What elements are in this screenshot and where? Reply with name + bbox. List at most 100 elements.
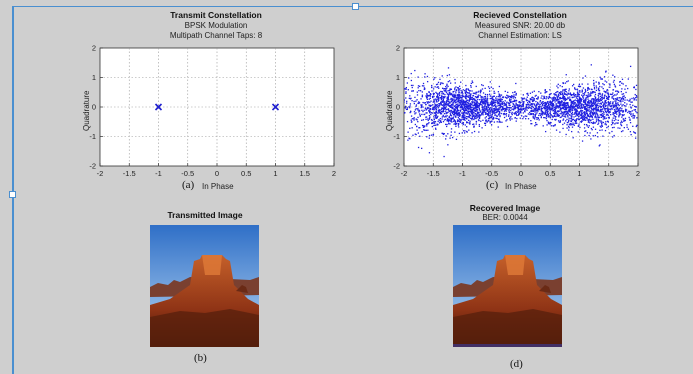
rx-scatter-point: [468, 114, 470, 116]
rx-scatter-point: [457, 97, 459, 100]
rx-scatter-point: [599, 85, 601, 88]
rx-scatter-point: [480, 97, 482, 99]
rx-scatter-point: [612, 102, 614, 104]
rx-scatter-point: [615, 116, 617, 118]
rx-scatter-point: [445, 118, 447, 121]
rx-scatter-point: [480, 114, 482, 116]
rx-scatter-point: [604, 109, 606, 111]
rx-scatter-point: [599, 129, 601, 131]
rx-scatter-point: [425, 118, 427, 121]
rx-scatter-point: [602, 106, 605, 108]
rx-scatter-point: [580, 116, 583, 119]
rx-scatter-point: [436, 86, 438, 89]
rx-scatter-point: [471, 116, 474, 118]
resize-handle-left[interactable]: [9, 191, 16, 198]
rx-scatter-point: [474, 116, 476, 118]
transmitted-image: [150, 225, 259, 347]
rx-scatter-point: [400, 122, 401, 123]
rx-scatter-point: [514, 91, 516, 93]
rx-scatter-point: [627, 78, 629, 80]
rx-scatter-point: [595, 81, 597, 83]
rx-scatter-point: [632, 97, 635, 99]
rx-scatter-point: [620, 122, 622, 124]
rx-scatter-point: [496, 98, 498, 100]
rx-scatter-point: [565, 107, 568, 109]
rx-scatter-point: [579, 107, 581, 109]
rx-scatter-point: [458, 118, 460, 120]
rx-scatter-point: [535, 110, 537, 112]
rx-scatter-point: [507, 96, 509, 98]
rx-scatter-point: [545, 98, 547, 100]
rx-scatter-point: [491, 106, 493, 108]
rx-scatter-point: [557, 100, 559, 102]
rx-scatter-point: [486, 100, 489, 102]
rx-scatter-point: [588, 108, 590, 110]
rx-scatter-point: [431, 95, 434, 98]
rx-scatter-point: [543, 97, 546, 99]
rx-scatter-point: [471, 110, 473, 113]
rx-scatter-point: [557, 101, 559, 104]
rx-scatter-point: [589, 100, 592, 102]
rx-scatter-point: [585, 117, 587, 119]
rx-scatter-point: [642, 76, 643, 77]
rx-scatter-point: [442, 115, 444, 117]
rx-scatter-point: [455, 111, 457, 113]
rx-scatter-point: [567, 114, 569, 117]
rx-scatter-point: [475, 102, 478, 105]
rx-scatter-point: [571, 106, 574, 108]
rx-scatter-point: [525, 107, 527, 109]
rx-scatter-point: [533, 90, 535, 92]
rx-scatter-point: [499, 115, 501, 117]
rx-scatter-point: [586, 103, 588, 106]
rx-scatter-point: [509, 111, 511, 114]
rx-scatter-point: [558, 121, 561, 123]
rx-scatter-point: [463, 101, 466, 103]
rx-scatter-point: [494, 103, 496, 106]
rx-scatter-point: [572, 102, 574, 105]
rx-scatter-point: [455, 99, 457, 101]
rx-scatter-point: [493, 102, 496, 104]
rx-scatter-point: [591, 113, 593, 115]
rx-scatter-point: [435, 112, 437, 114]
rx-scatter-point: [514, 108, 516, 110]
rx-scatter-point: [464, 107, 466, 110]
rx-scatter-point: [424, 102, 427, 104]
rx-scatter-point: [590, 127, 593, 130]
rx-scatter-point: [566, 93, 568, 96]
rx-scatter-point: [433, 100, 435, 103]
rx-scatter-point: [419, 115, 421, 117]
rx-scatter-point: [588, 102, 590, 105]
rx-scatter-point: [479, 114, 481, 116]
rx-scatter-point: [464, 114, 466, 116]
rx-scatter-point: [513, 106, 515, 108]
rx-scatter-point: [547, 107, 550, 109]
rx-scatter-point: [532, 99, 534, 101]
rx-scatter-point: [461, 118, 463, 120]
rx-scatter-point: [440, 90, 442, 93]
rx-scatter-point: [565, 74, 567, 76]
rx-scatter-point: [467, 88, 469, 91]
rx-scatter-point: [615, 108, 617, 111]
rx-scatter-point: [562, 119, 564, 121]
rx-scatter-point: [482, 84, 484, 87]
rx-scatter-point: [468, 95, 470, 97]
rx-scatter-point: [520, 106, 522, 108]
rx-scatter-point: [571, 108, 573, 110]
rx-scatter-point: [511, 105, 514, 108]
rx-scatter-point: [587, 114, 589, 116]
rx-scatter-point: [434, 103, 436, 106]
rx-scatter-point: [647, 124, 648, 125]
rx-scatter-point: [428, 109, 430, 111]
rx-scatter-point: [646, 117, 647, 118]
rx-scatter-point: [418, 110, 421, 112]
rx-scatter-point: [628, 110, 630, 112]
rx-scatter-point: [514, 97, 517, 99]
rx-scatter-point: [416, 119, 418, 121]
resize-handle-top[interactable]: [352, 3, 359, 10]
rx-scatter-point: [586, 108, 588, 110]
rx-scatter-point: [404, 99, 405, 101]
rx-scatter-point: [428, 110, 430, 112]
rx-scatter-point: [599, 144, 601, 146]
